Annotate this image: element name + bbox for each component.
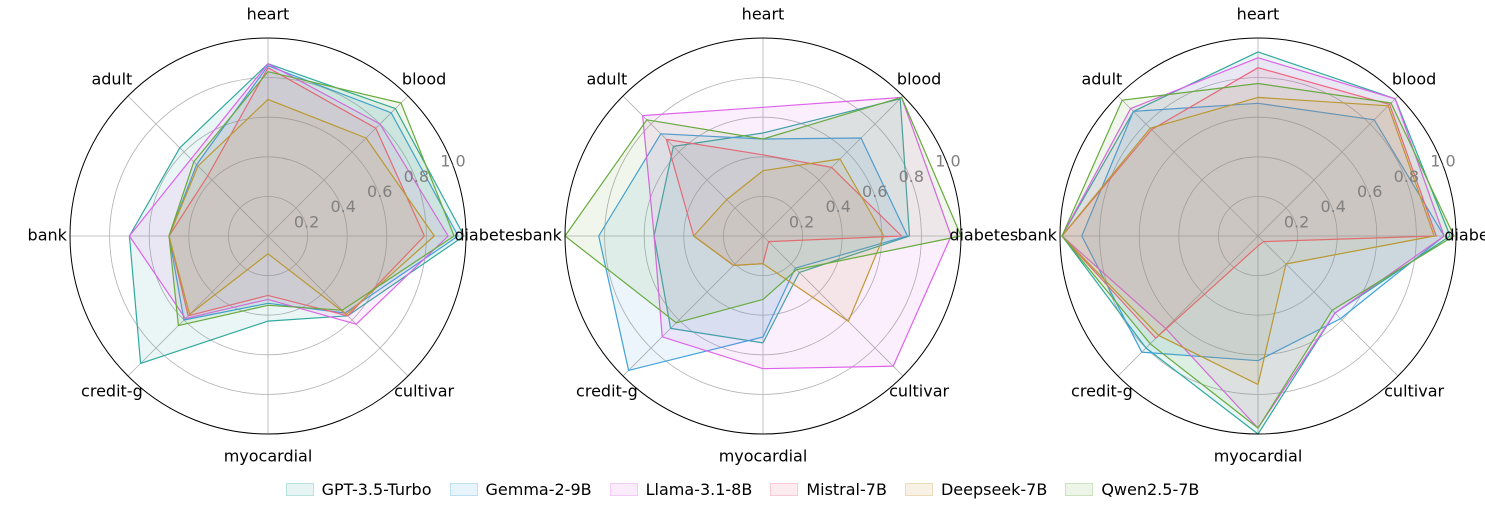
- axis-label-cultivar: cultivar: [889, 382, 949, 401]
- axis-label-adult: adult: [1081, 69, 1122, 88]
- series-Deepseek-7B: [693, 158, 885, 322]
- axis-label-heart: heart: [1237, 5, 1280, 24]
- series-Qwen2.5-7B: [1061, 82, 1455, 429]
- axis-label-myocardial: myocardial: [1214, 446, 1303, 465]
- axis-spoke-adult: [1117, 95, 1259, 237]
- series-Qwen2.5-7B: [168, 71, 455, 327]
- legend-label-qwen: Qwen2.5-7B: [1101, 480, 1200, 499]
- axis-spoke-blood: [1257, 95, 1399, 237]
- axis-spoke-cultivar: [267, 235, 409, 377]
- rtick-label: 0.6: [862, 182, 887, 201]
- axis-label-adult: adult: [586, 69, 627, 88]
- rtick-label: 0.2: [1284, 212, 1309, 231]
- legend: GPT-3.5-Turbo Gemma-2-9B Llama-3.1-8B Mi…: [0, 480, 1485, 499]
- axis-label-diabetes: diabetes: [949, 226, 1018, 245]
- legend-item-llama: Llama-3.1-8B: [609, 480, 753, 499]
- axis-label-bank: bank: [1018, 226, 1058, 245]
- legend-swatch-deepseek: [904, 483, 933, 496]
- axis-label-heart: heart: [247, 5, 290, 24]
- rtick-label: 1.0: [440, 152, 465, 171]
- rtick-label: 0.8: [899, 167, 924, 186]
- axis-label-cultivar: cultivar: [394, 382, 454, 401]
- rtick-label: 0.8: [404, 167, 429, 186]
- legend-swatch-llama: [609, 483, 638, 496]
- axis-spoke-credit-g: [127, 235, 269, 377]
- radar-chart-1: 0.2 0.4 0.6 0.8 1.0 diabetes blood heart adult ba…: [28, 5, 524, 466]
- rtick-label: 0.8: [1394, 167, 1419, 186]
- series-Gemma-2-9B: [1081, 102, 1445, 362]
- axis-label-bank: bank: [28, 226, 68, 245]
- legend-swatch-gpt: [285, 483, 314, 496]
- axis-label-blood: blood: [1392, 69, 1436, 88]
- legend-item-deepseek: Deepseek-7B: [904, 480, 1048, 499]
- legend-label-llama: Llama-3.1-8B: [645, 480, 753, 499]
- legend-label-mistral: Mistral-7B: [806, 480, 887, 499]
- rtick-label: 0.4: [330, 197, 355, 216]
- axis-spoke-credit-g: [622, 235, 764, 377]
- outer-frame: [69, 37, 467, 435]
- series-Gemma-2-9B: [598, 133, 909, 371]
- rtick-label: 1.0: [935, 152, 960, 171]
- rtick-label: 0.2: [789, 212, 814, 231]
- rtick-label: 0.6: [367, 182, 392, 201]
- legend-item-qwen: Qwen2.5-7B: [1065, 480, 1199, 499]
- rtick-label: 0.6: [1357, 182, 1382, 201]
- axis-label-heart: heart: [742, 5, 785, 24]
- axis-spoke-credit-g: [1117, 235, 1259, 377]
- axis-spoke-adult: [622, 95, 764, 237]
- axis-label-adult: adult: [91, 69, 132, 88]
- outer-frame: [1059, 37, 1457, 435]
- series-Llama-3.1-8B: [128, 63, 449, 325]
- rtick-label: 0.4: [1320, 197, 1345, 216]
- axis-spoke-cultivar: [1257, 235, 1399, 377]
- axis-label-credit-g: credit-g: [81, 382, 143, 401]
- legend-swatch-gemma: [449, 483, 478, 496]
- rtick-label: 1.0: [1430, 152, 1455, 171]
- legend-label-deepseek: Deepseek-7B: [940, 480, 1048, 499]
- axis-label-myocardial: myocardial: [719, 446, 808, 465]
- axis-spoke-cultivar: [762, 235, 904, 377]
- axis-label-bank: bank: [523, 226, 563, 245]
- legend-label-gpt: GPT-3.5-Turbo: [321, 480, 432, 499]
- axis-label-diabetes: diabetes: [454, 226, 523, 245]
- axis-label-myocardial: myocardial: [224, 446, 313, 465]
- legend-swatch-mistral: [770, 483, 799, 496]
- rtick-label: 0.2: [294, 212, 319, 231]
- axis-label-cultivar: cultivar: [1384, 382, 1444, 401]
- radar-chart-3: 0.2 0.4 0.6 0.8 1.0 diabetes blood heart adult ba…: [1018, 5, 1485, 466]
- axis-label-diabetes: diabetes: [1444, 226, 1485, 245]
- legend-item-gpt: GPT-3.5-Turbo: [285, 480, 432, 499]
- radar-chart-2: 0.2 0.4 0.6 0.8 1.0 diabetes blood heart adult ba…: [523, 5, 1019, 466]
- legend-label-gemma: Gemma-2-9B: [485, 480, 592, 499]
- axis-label-blood: blood: [897, 69, 941, 88]
- legend-item-gemma: Gemma-2-9B: [449, 480, 592, 499]
- axis-spoke-blood: [267, 95, 409, 237]
- series-Llama-3.1-8B: [641, 96, 952, 370]
- axis-label-credit-g: credit-g: [1071, 382, 1133, 401]
- axis-label-blood: blood: [402, 69, 446, 88]
- legend-item-mistral: Mistral-7B: [770, 480, 887, 499]
- legend-swatch-qwen: [1065, 483, 1094, 496]
- rtick-label: 0.4: [825, 197, 850, 216]
- axis-label-credit-g: credit-g: [576, 382, 638, 401]
- axis-spoke-blood: [762, 95, 904, 237]
- outer-frame: [564, 37, 962, 435]
